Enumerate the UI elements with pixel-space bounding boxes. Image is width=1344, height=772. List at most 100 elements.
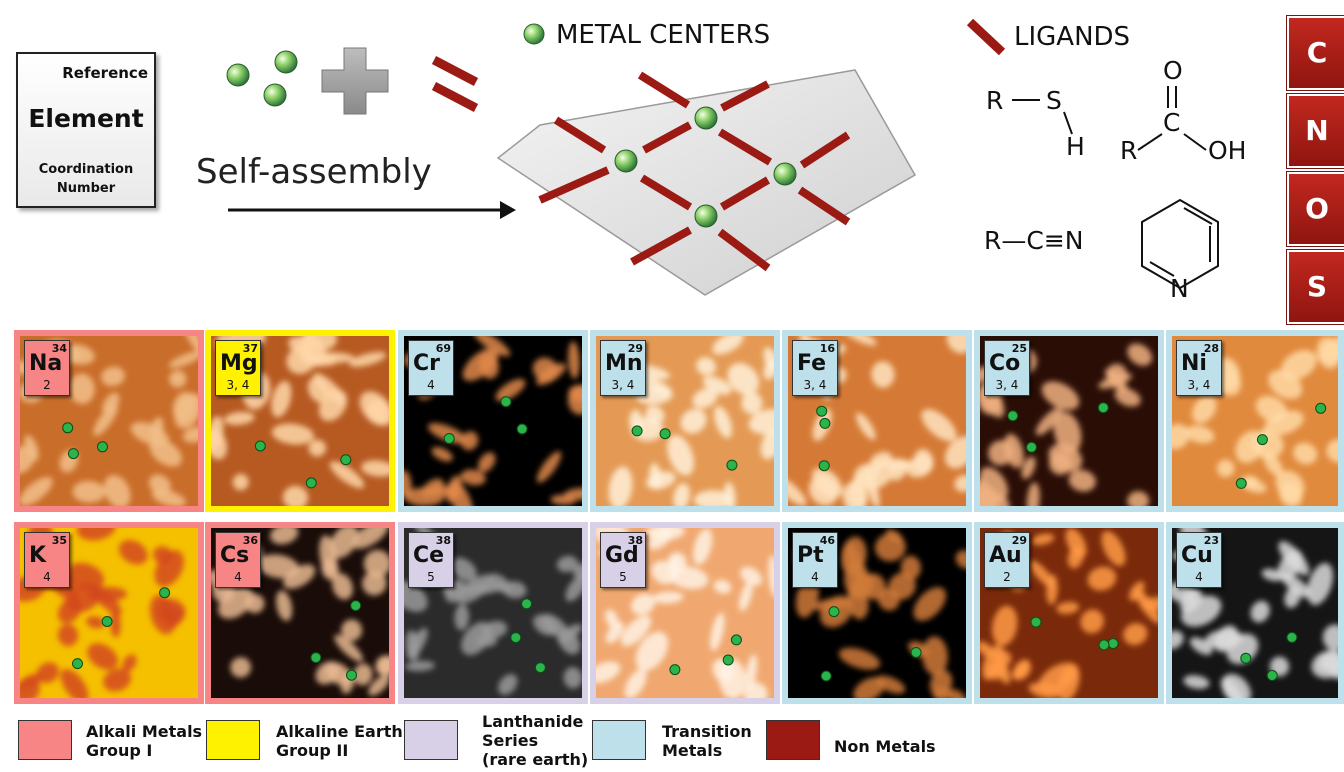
legend-swatch-alkali [18, 720, 72, 760]
self-assembly-schematic [226, 18, 1219, 296]
element-symbol: Cr [413, 351, 440, 376]
element-number: 29 [1011, 534, 1027, 547]
legend-swatch-alkaline-earth [206, 720, 260, 760]
element-number: 37 [242, 342, 258, 355]
reference-label: Reference [62, 64, 148, 82]
ligand-bar-icon [431, 82, 479, 112]
element-number: 35 [51, 534, 67, 547]
self-assembly-label: Self-assembly [196, 152, 432, 192]
coordination-number-label: Coordination Number [38, 162, 134, 196]
coordination-number: 3, 4 [803, 378, 827, 392]
element-symbol: Mn [605, 351, 643, 376]
element-number: 38 [627, 534, 643, 547]
legend-swatch-lanthanide [404, 720, 458, 760]
element-badge: 37 Mg 3, 4 [215, 340, 261, 396]
coordination-number: 3, 4 [1187, 378, 1211, 392]
element-number: 29 [627, 342, 643, 355]
element-symbol: Cu [1181, 543, 1213, 568]
non-metal-tile-o: O [1287, 172, 1344, 246]
legend-label-lanthanide: Lanthanide Series (rare earth) [482, 712, 589, 769]
coordination-number: 4 [43, 570, 51, 584]
element-number: 34 [51, 342, 67, 355]
non-metal-tile-s: S [1287, 250, 1344, 324]
element-tile-fe: 16 Fe 3, 4 [782, 330, 972, 512]
ligand-bar-icon [431, 56, 479, 86]
element-badge: 25 Co 3, 4 [984, 340, 1030, 396]
coordination-number: 2 [43, 378, 51, 392]
stm-image [211, 336, 389, 506]
element-symbol: Cs [220, 543, 250, 568]
element-symbol: Ni [1181, 351, 1207, 376]
element-number: 16 [819, 342, 835, 355]
element-badge: 34 Na 2 [24, 340, 70, 396]
element-symbol: Mg [220, 351, 258, 376]
ligand-legend-icon [966, 18, 1006, 56]
element-badge: 69 Cr 4 [408, 340, 454, 396]
thiol-r: R [986, 86, 1004, 115]
element-tile-mn: 29 Mn 3, 4 [590, 330, 780, 512]
element-tile-ni: 28 Ni 3, 4 [1166, 330, 1344, 512]
element-tile-cr: 69 Cr 4 [398, 330, 588, 512]
metal-sphere-icon [226, 63, 250, 87]
carboxylic-oh: OH [1208, 136, 1247, 165]
coordination-number: 4 [811, 570, 819, 584]
coordination-number: 3, 4 [995, 378, 1019, 392]
element-tile-co: 25 Co 3, 4 [974, 330, 1164, 512]
element-number: 23 [1203, 534, 1219, 547]
nitrile-formula: R—C≡N [984, 226, 1084, 255]
element-badge: 23 Cu 4 [1176, 532, 1222, 588]
element-badge: 16 Fe 3, 4 [792, 340, 838, 396]
element-symbol: Au [989, 543, 1022, 568]
element-badge: 46 Pt 4 [792, 532, 838, 588]
non-metal-tile-n: N [1287, 94, 1344, 168]
non-metal-tile-c: C [1287, 16, 1344, 90]
element-tile-k: 35 K 4 [14, 522, 204, 704]
legend-label-alkali: Alkali Metals Group I [86, 722, 203, 760]
element-badge: 28 Ni 3, 4 [1176, 340, 1222, 396]
thiol-h: H [1066, 132, 1085, 161]
metal-sphere-icon [694, 204, 718, 228]
reference-card: Reference Element Coordination Number [16, 52, 156, 208]
element-badge: 36 Cs 4 [215, 532, 261, 588]
element-symbol: Co [989, 351, 1021, 376]
element-tile-pt: 46 Pt 4 [782, 522, 972, 704]
stm-image [1172, 528, 1338, 698]
carboxylic-o: O [1163, 56, 1183, 85]
element-number: 36 [242, 534, 258, 547]
coordination-number: 3, 4 [611, 378, 635, 392]
metal-center-legend-icon [523, 23, 545, 45]
metal-sphere-icon [274, 50, 298, 74]
element-number: 28 [1203, 342, 1219, 355]
pyridine-n: N [1170, 274, 1189, 303]
element-symbol: Gd [605, 543, 639, 568]
metal-sphere-icon [263, 83, 287, 107]
coordination-number: 5 [427, 570, 435, 584]
coordination-number: 2 [1003, 570, 1011, 584]
legend-swatch-non-metal [766, 720, 820, 760]
metal-centers-label: METAL CENTERS [556, 20, 771, 50]
surface-plate [496, 69, 917, 296]
element-symbol: K [29, 543, 47, 568]
pyridine-structure-icon [1141, 198, 1219, 290]
carboxylic-r: R [1120, 136, 1138, 165]
element-label: Element [28, 104, 144, 133]
stm-image [980, 336, 1158, 506]
coordination-number: 3, 4 [226, 378, 250, 392]
element-symbol: Na [29, 351, 63, 376]
element-symbol: Fe [797, 351, 827, 376]
element-tile-ce: 38 Ce 5 [398, 522, 588, 704]
legend-label-transition: Transition Metals [662, 722, 752, 760]
ligand-network [538, 71, 851, 272]
element-tile-gd: 38 Gd 5 [590, 522, 780, 704]
element-badge: 38 Ce 5 [408, 532, 454, 588]
stm-image [1172, 336, 1338, 506]
element-symbol: Pt [797, 543, 824, 568]
element-badge: 35 K 4 [24, 532, 70, 588]
element-tile-cs: 36 Cs 4 [205, 522, 395, 704]
coordination-number: 4 [1195, 570, 1203, 584]
element-tile-mg: 37 Mg 3, 4 [205, 330, 395, 512]
element-tile-na: 34 Na 2 [14, 330, 204, 512]
element-number: 38 [435, 534, 451, 547]
carboxylic-c: C [1163, 108, 1181, 137]
element-symbol: Ce [413, 543, 445, 568]
